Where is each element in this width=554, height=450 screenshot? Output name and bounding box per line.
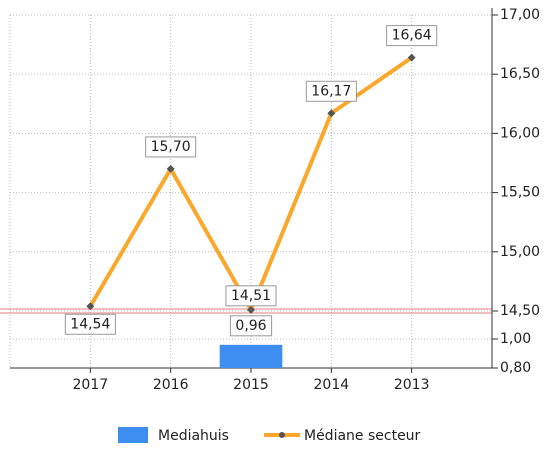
y-tick-label: 15,00 [500, 244, 540, 260]
x-tick-label: 2017 [73, 377, 109, 393]
x-tick-label: 2013 [394, 377, 430, 393]
data-label-box [64, 313, 116, 335]
legend-swatch [118, 427, 148, 443]
x-tick-label: 2016 [153, 377, 189, 393]
data-label: 0,96 [235, 318, 266, 334]
line-marker [86, 302, 95, 311]
data-label: 14,51 [231, 288, 271, 304]
data-label: 15,70 [151, 139, 191, 155]
line-marker [327, 109, 336, 118]
y-tick-label: 0,80 [500, 360, 531, 376]
y-tick-label: 14,50 [500, 303, 540, 319]
line-marker [407, 53, 416, 62]
legend-label: Médiane secteur [304, 428, 421, 444]
bar [219, 344, 283, 368]
line-marker [247, 305, 255, 314]
y-tick-label: 17,00 [500, 7, 540, 23]
y-tick-label: 16,00 [500, 125, 540, 141]
data-label: 14,54 [70, 316, 110, 332]
data-label-box [386, 25, 438, 47]
x-tick-label: 2014 [314, 377, 350, 393]
y-tick-label: 15,50 [500, 185, 540, 201]
legend-label: Mediahuis [158, 428, 229, 444]
data-label-box [229, 315, 273, 337]
data-label-box [145, 136, 197, 158]
data-label: 16,64 [392, 28, 432, 44]
data-label-box [225, 285, 277, 307]
legend-swatch [278, 432, 285, 438]
line-marker [166, 164, 175, 173]
y-tick-label: 1,00 [500, 331, 531, 347]
data-label: 16,17 [311, 83, 351, 99]
x-tick-label: 2015 [233, 377, 269, 393]
data-label-box [305, 80, 357, 102]
y-tick-label: 16,50 [500, 66, 540, 82]
